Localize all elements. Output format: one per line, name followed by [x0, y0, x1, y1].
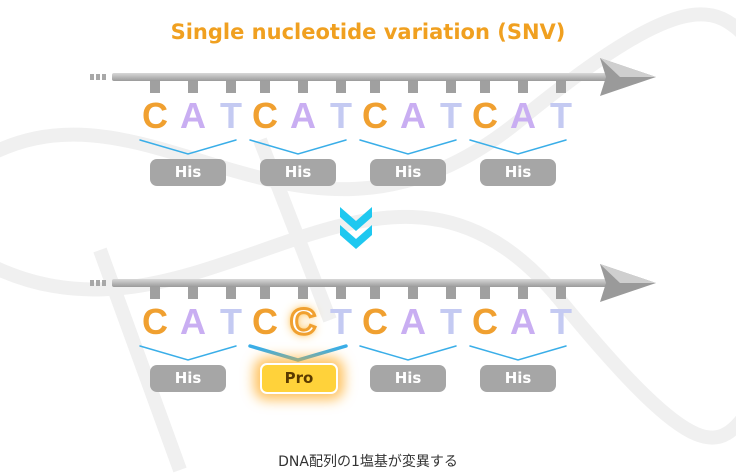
base-peg	[298, 81, 308, 93]
arrow-head-icon	[600, 264, 656, 302]
nucleotide-A: A	[400, 95, 426, 136]
amino-acid-pro: Pro	[260, 363, 338, 394]
base-peg	[260, 287, 270, 299]
nucleotide-T: T	[440, 95, 462, 136]
base-peg	[556, 81, 566, 93]
base-peg	[188, 287, 198, 299]
base-peg	[408, 287, 418, 299]
codon-bracket	[359, 345, 457, 361]
codon-bracket	[139, 139, 237, 155]
nucleotide-T: T	[330, 301, 352, 342]
nucleotide-A: A	[180, 95, 206, 136]
nucleotide-C: C	[142, 301, 168, 342]
strand-dash	[102, 280, 106, 286]
amino-acid-his: His	[480, 365, 556, 392]
base-peg	[446, 81, 456, 93]
strand-dash	[90, 74, 94, 80]
nucleotide-C: C	[362, 95, 388, 136]
base-peg	[336, 81, 346, 93]
nucleotide-A: A	[180, 301, 206, 342]
nucleotide-T: T	[440, 301, 462, 342]
base-peg	[480, 81, 490, 93]
amino-acid-his: His	[260, 159, 336, 186]
base-peg	[150, 287, 160, 299]
codon-bracket	[469, 139, 567, 155]
amino-acid-his: His	[370, 365, 446, 392]
title: Single nucleotide variation (SNV)	[170, 20, 566, 44]
base-peg	[188, 81, 198, 93]
chevron-down-icon	[340, 207, 372, 249]
strand-dash	[102, 74, 106, 80]
nucleotide-C: C	[472, 301, 498, 342]
base-peg	[518, 81, 528, 93]
base-peg	[518, 287, 528, 299]
codon-bracket	[249, 139, 347, 155]
base-peg	[260, 81, 270, 93]
nucleotide-T: T	[220, 301, 242, 342]
base-peg	[370, 81, 380, 93]
base-peg	[408, 81, 418, 93]
codon-bracket	[359, 139, 457, 155]
base-peg	[150, 81, 160, 93]
nucleotide-T: T	[330, 95, 352, 136]
amino-acid-his: His	[150, 365, 226, 392]
nucleotide-A: A	[400, 301, 426, 342]
nucleotide-C: C	[289, 300, 318, 344]
amino-acid-his: His	[480, 159, 556, 186]
base-peg	[446, 287, 456, 299]
base-peg	[336, 287, 346, 299]
amino-acid-his: His	[150, 159, 226, 186]
nucleotide-C: C	[362, 301, 388, 342]
base-peg	[480, 287, 490, 299]
base-peg	[556, 287, 566, 299]
nucleotide-C: C	[472, 95, 498, 136]
nucleotide-C: C	[252, 95, 278, 136]
base-peg	[370, 287, 380, 299]
nucleotide-T: T	[550, 95, 572, 136]
nucleotide-A: A	[510, 301, 536, 342]
base-peg	[226, 81, 236, 93]
codon-bracket	[139, 345, 237, 361]
nucleotide-C: C	[252, 301, 278, 342]
nucleotide-T: T	[550, 301, 572, 342]
caption: DNA配列の1塩基が変異する	[278, 454, 458, 470]
nucleotide-T: T	[220, 95, 242, 136]
sequence-original: C A T C A T C A T C A T His His His His	[0, 58, 736, 203]
strand-dash	[96, 280, 100, 286]
nucleotide-A: A	[510, 95, 536, 136]
dna-strand	[112, 73, 632, 81]
base-peg	[226, 287, 236, 299]
codon-bracket	[469, 345, 567, 361]
strand-dash	[90, 280, 94, 286]
sequence-mutated: C A T C C T C A T C A T His Pro His His	[0, 264, 736, 409]
amino-acid-his: His	[370, 159, 446, 186]
codon-bracket	[248, 344, 348, 362]
strand-dash	[96, 74, 100, 80]
nucleotide-A: A	[290, 95, 316, 136]
nucleotide-C: C	[142, 95, 168, 136]
dna-strand	[112, 279, 632, 287]
base-peg	[298, 287, 308, 299]
arrow-head-icon	[600, 58, 656, 96]
